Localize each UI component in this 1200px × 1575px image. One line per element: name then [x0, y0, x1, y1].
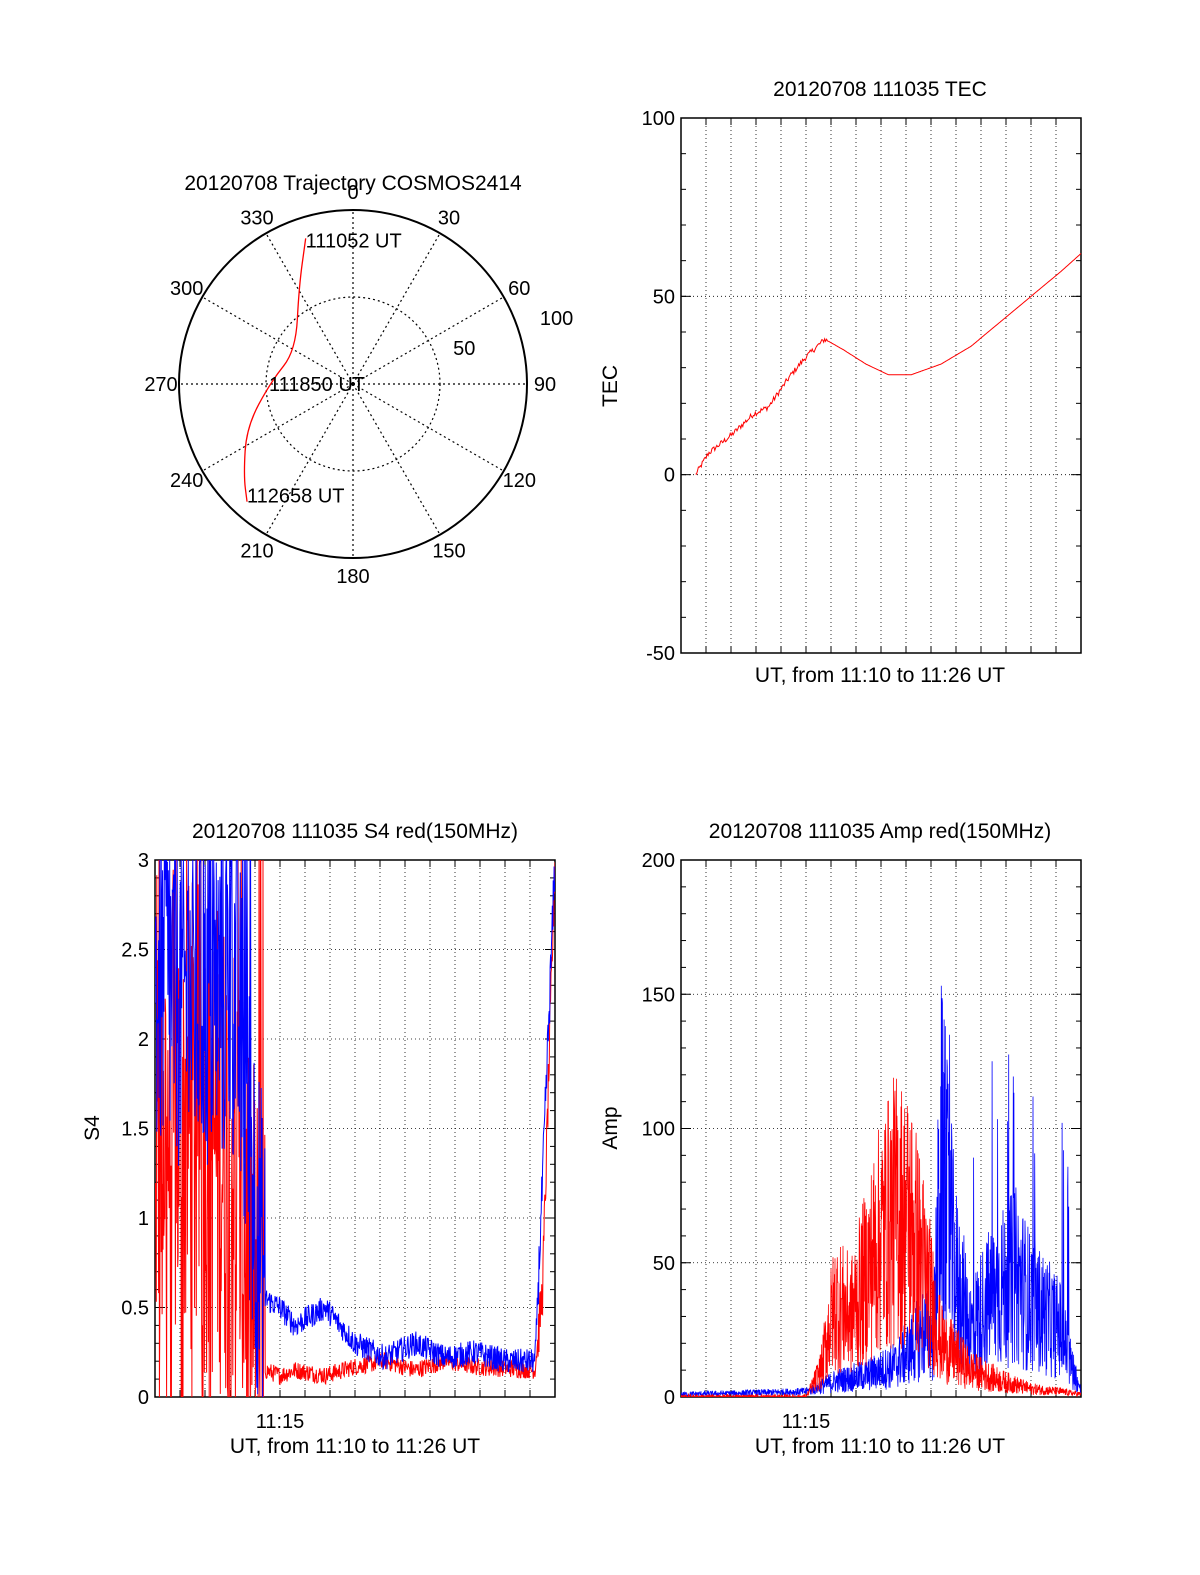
amp-blue-series-line — [681, 985, 1081, 1397]
amp-x-tick-label: 11:15 — [782, 1411, 831, 1433]
s4-y-tick-label: 1 — [138, 1208, 149, 1230]
polar-spoke — [352, 296, 504, 385]
s4-y-tick-label: 2 — [138, 1029, 149, 1051]
tec-ylabel: TEC — [599, 365, 622, 407]
polar-spoke — [202, 296, 354, 385]
s4-plot-frame — [154, 859, 556, 1398]
amp-ylabel: Amp — [599, 1106, 622, 1149]
polar-spoke — [352, 233, 441, 385]
s4-y-tick-label: 3 — [138, 850, 149, 872]
polar-outer-circle — [178, 209, 528, 559]
tec-title: 20120708 111035 TEC — [773, 78, 987, 101]
s4-plot: 20120708 111035 S4 red(150MHz) UT, from … — [81, 820, 556, 1458]
tec-plot: 20120708 111035 TEC UT, from 11:10 to 11… — [599, 78, 1082, 687]
s4-x-tick-label: 11:15 — [256, 1411, 305, 1433]
polar-angle-tick-label: 90 — [534, 374, 556, 396]
annotation-start-time: 111052 UT — [306, 230, 402, 252]
s4-y-tick-label: 0 — [138, 1387, 149, 1409]
polar-spoke — [352, 383, 504, 472]
polar-spoke — [265, 233, 354, 385]
s4-blue-series-line — [155, 860, 555, 1397]
amp-y-tick-label: 200 — [642, 850, 675, 872]
tec-y-tick-label: 100 — [642, 108, 675, 130]
s4-red-series-line — [155, 860, 555, 1397]
polar-radius-tick-label: 50 — [453, 338, 475, 360]
tec-plot-frame — [680, 117, 1082, 654]
s4-xlabel: UT, from 11:10 to 11:26 UT — [230, 1435, 480, 1458]
polar-angle-tick-label: 240 — [170, 470, 203, 492]
amp-y-tick-label: 50 — [653, 1253, 675, 1275]
s4-y-tick-label: 2.5 — [121, 940, 149, 962]
polar-angle-tick-label: 330 — [240, 208, 273, 230]
polar-angle-tick-label: 270 — [144, 374, 177, 396]
polar-angle-tick-label: 30 — [438, 208, 460, 230]
trajectory-polar-plot: 20120708 Trajectory COSMOS2414 0 30 60 90 12… — [144, 172, 573, 588]
s4-y-tick-label: 1.5 — [121, 1119, 149, 1141]
amp-y-tick-label: 0 — [664, 1387, 675, 1409]
amp-title: 20120708 111035 Amp red(150MHz) — [709, 820, 1051, 843]
polar-angle-tick-label: 210 — [240, 540, 273, 562]
amp-xlabel: UT, from 11:10 to 11:26 UT — [755, 1435, 1005, 1458]
tec-xlabel: UT, from 11:10 to 11:26 UT — [755, 664, 1005, 687]
polar-title: 20120708 Trajectory COSMOS2414 — [184, 172, 522, 195]
polar-angle-tick-label: 300 — [170, 278, 203, 300]
amp-plot-frame — [680, 859, 1082, 1398]
amp-red-series-line — [681, 1077, 1081, 1397]
polar-angle-tick-label: 120 — [503, 470, 536, 492]
polar-angle-tick-label: 150 — [432, 540, 465, 562]
polar-angle-tick-label: 180 — [336, 566, 369, 588]
amp-y-tick-label: 100 — [642, 1119, 675, 1141]
tec-y-tick-label: 50 — [653, 286, 675, 308]
amp-plot: 20120708 111035 Amp red(150MHz) UT, from… — [599, 820, 1082, 1458]
s4-y-tick-label: 0.5 — [121, 1298, 149, 1320]
amp-y-tick-label: 150 — [642, 984, 675, 1006]
polar-radius-tick-label: 100 — [540, 308, 573, 330]
s4-title: 20120708 111035 S4 red(150MHz) — [192, 820, 518, 843]
annotation-mid-time: 111850 UT — [269, 374, 365, 396]
polar-spoke — [202, 383, 354, 472]
trajectory-line — [243, 238, 307, 502]
polar-angle-tick-label: 60 — [508, 278, 530, 300]
annotation-end-time: 112658 UT — [247, 486, 344, 508]
s4-ylabel: S4 — [81, 1115, 104, 1141]
tec-y-tick-label: 0 — [664, 465, 675, 487]
polar-angle-tick-label: 0 — [347, 182, 358, 204]
polar-spoke — [352, 383, 441, 535]
tec-red-series-line — [695, 253, 1082, 475]
tec-y-tick-label: -50 — [646, 643, 675, 665]
polar-spoke — [265, 383, 354, 535]
